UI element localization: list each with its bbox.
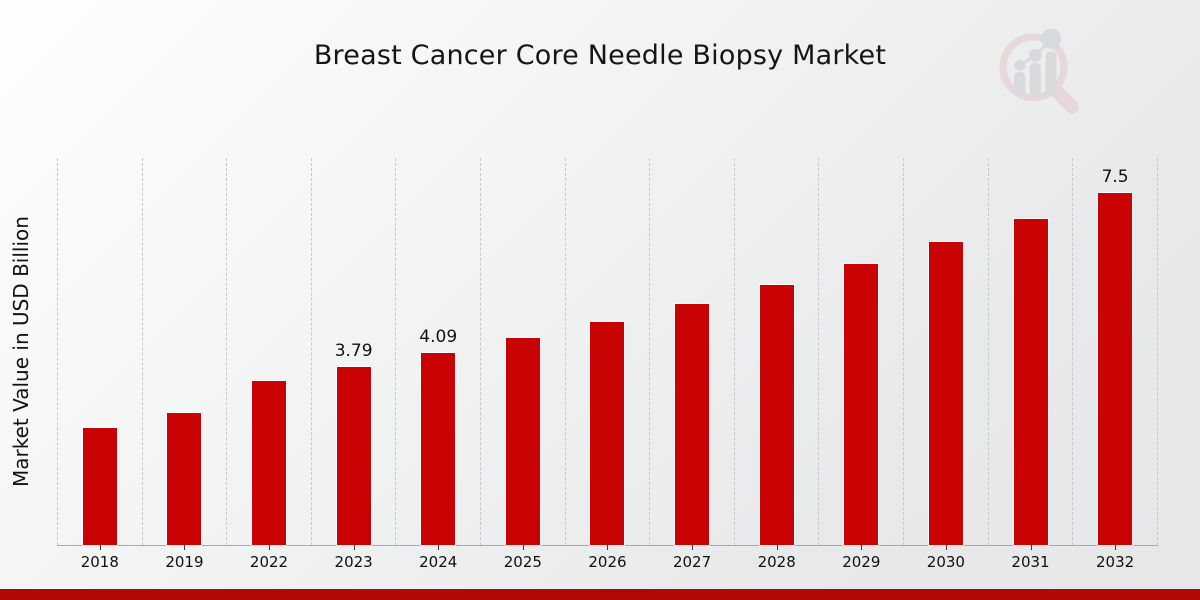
x-axis-tick <box>184 545 186 550</box>
bar-column: 2031 <box>987 158 1073 571</box>
x-axis-tick <box>1115 545 1117 550</box>
x-axis-label: 2025 <box>503 553 542 571</box>
bar <box>675 304 710 545</box>
x-axis-tick <box>353 545 355 550</box>
bar-value-label: 3.79 <box>334 341 373 361</box>
x-axis-label: 2024 <box>419 553 458 571</box>
chart-title: Breast Cancer Core Needle Biopsy Market <box>313 40 887 71</box>
magnifier-bar-chart-icon <box>993 24 1085 116</box>
x-axis-label: 2030 <box>926 553 965 571</box>
y-axis-title: Market Value in USD Billion <box>9 216 33 487</box>
bar-column: 2025 <box>480 158 565 571</box>
bar-column: 2022 <box>226 158 311 571</box>
bar <box>505 338 540 545</box>
bar-column: 3.79 2023 <box>310 158 396 571</box>
x-axis-label: 2031 <box>1011 553 1050 571</box>
bar-column: 2027 <box>649 158 734 571</box>
x-axis-tick <box>607 545 609 550</box>
x-axis-label: 2029 <box>842 553 881 571</box>
x-axis-tick <box>438 545 440 550</box>
bar-value-label: 7.5 <box>1101 167 1129 187</box>
bar-column: 7.5 2032 <box>1072 158 1158 571</box>
bar-column: 2028 <box>733 158 819 571</box>
bar <box>336 367 371 545</box>
x-axis-tick <box>1030 545 1032 550</box>
footer-accent-bar <box>0 589 1200 600</box>
x-axis-label: 2019 <box>165 553 204 571</box>
x-axis-tick <box>945 545 947 550</box>
bar <box>1013 219 1048 545</box>
x-axis-label: 2018 <box>80 553 119 571</box>
x-axis-tick <box>776 545 778 550</box>
x-axis-tick <box>99 545 101 550</box>
bar-column: 2018 <box>57 158 142 571</box>
bar <box>590 322 625 545</box>
x-axis-tick <box>692 545 694 550</box>
x-axis-tick <box>522 545 524 550</box>
bar <box>844 264 879 545</box>
x-axis-label: 2022 <box>249 553 289 571</box>
x-axis-label: 2032 <box>1096 553 1135 571</box>
x-axis-tick <box>269 545 271 550</box>
bar <box>167 413 202 545</box>
bar <box>82 428 117 545</box>
bar <box>759 285 794 545</box>
bar <box>1098 193 1133 545</box>
x-axis-tick <box>861 545 863 550</box>
bar-column: 2026 <box>564 158 650 571</box>
bar-column: 4.09 2024 <box>395 158 480 571</box>
x-axis-label: 2023 <box>334 553 373 571</box>
bar <box>421 353 456 545</box>
x-axis-label: 2026 <box>588 553 627 571</box>
bar-value-label: 4.09 <box>419 327 458 347</box>
plot-area: 2018 2019 2022 3.79 2023 4.09 2024 2025 2026 2027… <box>57 158 1158 571</box>
bar-column: 2029 <box>818 158 903 571</box>
bar-column: 2019 <box>141 158 227 571</box>
bar <box>252 381 287 545</box>
x-axis-label: 2028 <box>757 553 796 571</box>
x-axis-label: 2027 <box>672 553 712 571</box>
bar-column: 2030 <box>903 158 988 571</box>
bar <box>928 242 963 545</box>
